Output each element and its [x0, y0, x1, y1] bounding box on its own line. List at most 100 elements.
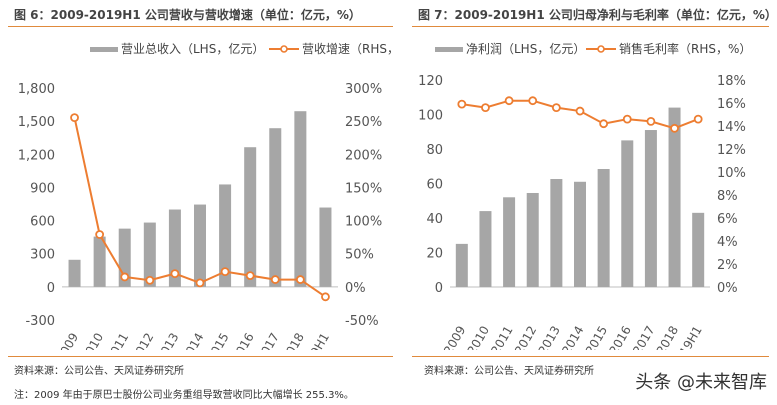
bar [118, 228, 131, 287]
bar [194, 204, 206, 287]
x-tick-label: 2017 [630, 324, 657, 351]
chart1-source-rule [8, 356, 393, 357]
bar [294, 111, 307, 287]
right-tick-label: 0% [717, 281, 738, 296]
x-tick-label: 2010 [79, 331, 106, 351]
legend-line-label: 营收增速（RHS，%） [302, 42, 395, 56]
chart1-title: 图 6：2009-2019H1 公司营收与营收增速（单位：亿元，%） [14, 8, 361, 22]
bar [526, 192, 539, 287]
right-tick-label: 2% [717, 258, 738, 273]
legend-bar-swatch [435, 47, 463, 52]
bar [503, 197, 516, 287]
x-tick-label: 2014 [559, 324, 586, 351]
left-tick-label: 120 [418, 74, 443, 89]
x-tick-label: 2015 [583, 324, 610, 351]
right-tick-label: 0% [345, 281, 366, 296]
line-point [693, 114, 703, 124]
line-point [145, 275, 155, 285]
right-tick-label: 100% [345, 215, 382, 230]
left-tick-label: 1,500 [18, 115, 55, 130]
left-tick-label: 0 [47, 281, 55, 296]
x-tick-label: 2014 [179, 331, 206, 351]
x-tick-label: 2009 [441, 324, 468, 351]
x-tick-label: 2017 [254, 331, 281, 351]
bar [597, 169, 610, 287]
line-point [575, 106, 585, 116]
bar [168, 209, 181, 287]
line-point [120, 272, 130, 282]
chart2-source: 资料来源：公司公告、天风证券研究所 [424, 366, 594, 377]
watermark: 头条 @未来智库 [635, 372, 767, 393]
bar [479, 211, 492, 287]
right-tick-label: 4% [717, 235, 738, 250]
chart1-note: 注：2009 年由于原巴士股份公司业务重组导致营收同比大幅增长 255.3%。 [14, 390, 354, 401]
chart1: -300 0 300 600 900 1,200 1,500 1,800 -50% 0% 50% 10… [18, 41, 395, 351]
right-tick-label: 200% [345, 148, 382, 163]
bar [143, 222, 156, 287]
legend-bar-swatch [90, 47, 118, 52]
bar [692, 212, 705, 287]
chart2: 0 20 40 60 80 100 120 0% 2% 4% 6% 8% 10% 12% 14% 16% 18%… [418, 41, 751, 351]
line-point [270, 275, 280, 284]
right-tick-label: 150% [345, 181, 382, 196]
bar [68, 259, 81, 287]
bar [574, 181, 586, 287]
x-tick-label: 2012 [512, 324, 539, 351]
right-tick-label: 18% [717, 74, 746, 89]
x-tick-label: 2013 [536, 324, 563, 351]
bar [668, 107, 681, 287]
right-tick-label: 16% [717, 97, 746, 112]
right-tick-label: 12% [717, 143, 746, 158]
line-point [95, 230, 105, 239]
right-tick-label: -50% [345, 314, 379, 329]
legend-bar-label: 营业总收入（LHS，亿元） [121, 41, 264, 56]
x-tick-label: 2013 [154, 331, 181, 351]
line-point [220, 267, 230, 277]
left-tick-label: 300 [30, 248, 55, 263]
right-tick-label: 50% [345, 248, 374, 263]
left-tick-label: 100 [418, 109, 443, 124]
bar [319, 207, 332, 287]
x-tick-label: 2011 [104, 331, 131, 351]
left-tick-label: 20 [426, 247, 443, 262]
line-point [295, 275, 305, 284]
right-tick-label: 14% [717, 120, 746, 135]
line-point [646, 117, 656, 126]
line-point [321, 292, 330, 302]
bar [550, 179, 563, 287]
right-tick-label: 6% [717, 212, 738, 227]
line-point [622, 114, 632, 124]
left-tick-label: 600 [30, 215, 55, 230]
x-tick-label: 2018 [654, 324, 681, 351]
line-point [528, 96, 538, 106]
x-tick-label: 2015 [204, 331, 231, 351]
line-point [245, 271, 255, 280]
right-tick-label: 8% [717, 189, 738, 204]
line-point [481, 103, 490, 112]
x-tick-label: 2016 [229, 331, 256, 351]
right-tick-label: 300% [345, 82, 382, 97]
left-tick-label: 0 [435, 281, 443, 296]
line-point [504, 96, 514, 106]
x-tick-label: 2016 [606, 324, 633, 351]
legend-line-marker [597, 45, 605, 53]
x-tick-label: 2010 [465, 324, 492, 351]
left-tick-label: 1,800 [18, 82, 55, 97]
legend-bar-label: 净利润（LHS，亿元） [466, 41, 585, 56]
line-point [551, 103, 561, 112]
right-tick-label: 250% [345, 115, 382, 130]
left-tick-label: 60 [426, 178, 443, 193]
line-point [195, 278, 205, 288]
chart2-source-rule [412, 356, 769, 357]
left-tick-label: -300 [25, 314, 55, 329]
x-tick-label: 2012 [129, 331, 156, 351]
chart2-title: 图 7：2009-2019H1 公司归母净利与毛利率（单位：亿元，%） [418, 8, 777, 22]
left-tick-label: 80 [426, 143, 443, 158]
x-tick-label: 2011 [488, 324, 515, 351]
chart2-title-rule [412, 26, 769, 27]
chart1-source: 资料来源：公司公告、天风证券研究所 [14, 366, 184, 377]
bar [244, 147, 257, 287]
left-tick-label: 900 [30, 181, 55, 196]
bar [455, 243, 468, 287]
bar [93, 236, 106, 287]
